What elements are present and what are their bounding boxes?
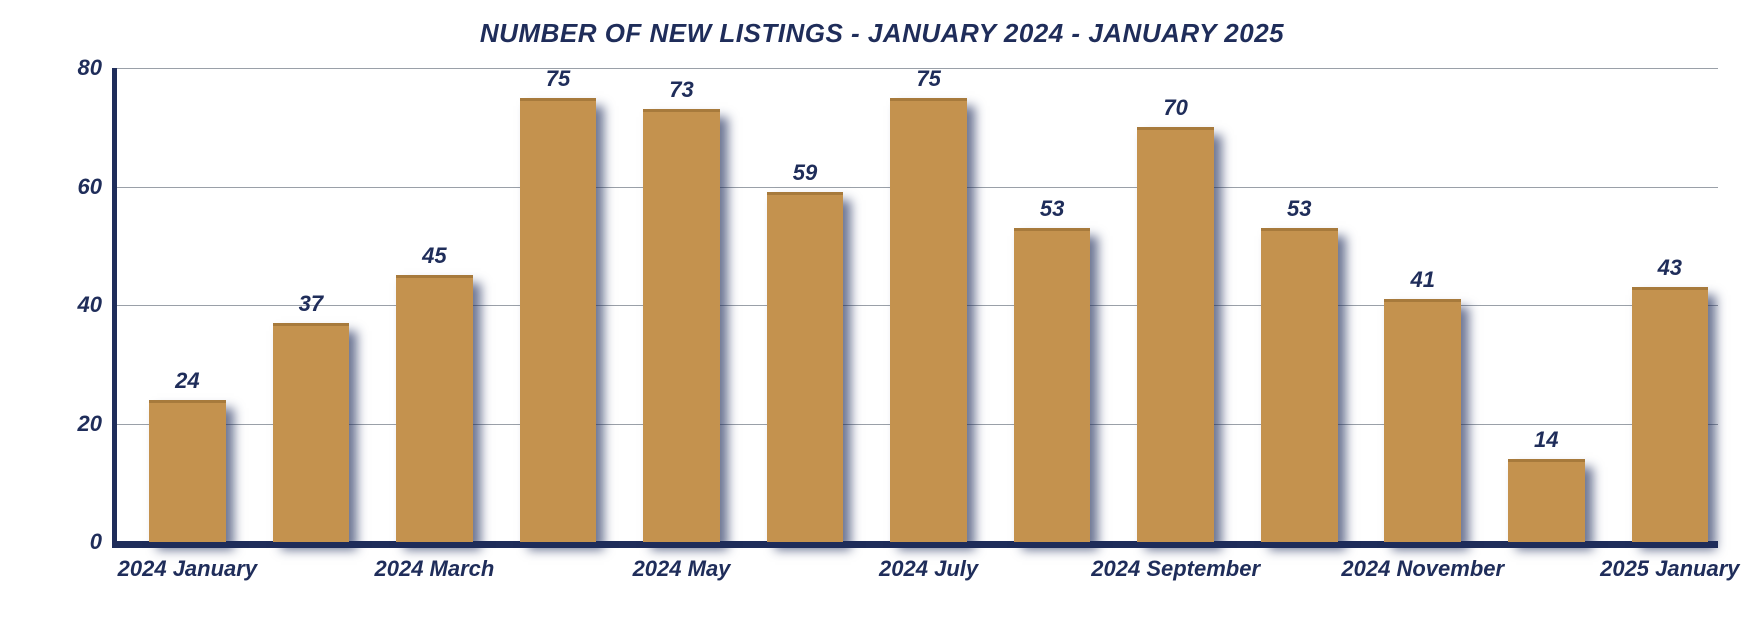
bar [520,98,597,542]
bar [396,275,473,542]
bar [149,400,226,542]
bar [890,98,967,542]
bar-value-label: 14 [1488,427,1605,453]
chart-title: NUMBER OF NEW LISTINGS - JANUARY 2024 - … [0,18,1764,49]
bar [273,323,350,542]
bar-cap [520,98,597,101]
bar [1014,228,1091,542]
y-tick-label: 60 [52,174,102,200]
bar [1261,228,1338,542]
bar [643,109,720,542]
bar-value-label: 73 [623,77,740,103]
bar-value-label: 59 [747,160,864,186]
chart-container: NUMBER OF NEW LISTINGS - JANUARY 2024 - … [0,0,1764,628]
bar-cap [643,109,720,112]
y-axis-line [112,68,117,542]
bar-value-label: 75 [870,66,987,92]
bar-cap [149,400,226,403]
y-tick-label: 80 [52,55,102,81]
plot-area: 020406080243745757359755370534114432024 … [112,68,1718,542]
bar-value-label: 43 [1612,255,1729,281]
y-tick-label: 40 [52,292,102,318]
bar [1632,287,1709,542]
y-tick-label: 0 [52,529,102,555]
y-tick-label: 20 [52,411,102,437]
bar-cap [1014,228,1091,231]
bar-cap [767,192,844,195]
bar-cap [273,323,350,326]
bar-cap [1261,228,1338,231]
x-tick-label: 2024 September [1046,556,1306,582]
bar-value-label: 37 [253,291,370,317]
bar [1384,299,1461,542]
x-tick-label: 2024 July [799,556,1059,582]
bar-value-label: 70 [1117,95,1234,121]
bar-cap [1137,127,1214,130]
bar-value-label: 53 [1241,196,1358,222]
bar-cap [1632,287,1709,290]
bar [1508,459,1585,542]
bar-value-label: 45 [376,243,493,269]
x-tick-label: 2025 January [1540,556,1764,582]
bar-cap [890,98,967,101]
bar-value-label: 24 [129,368,246,394]
bar-cap [396,275,473,278]
x-tick-label: 2024 November [1293,556,1553,582]
x-tick-label: 2024 May [552,556,812,582]
bar-value-label: 75 [500,66,617,92]
bar [1137,127,1214,542]
x-tick-label: 2024 March [304,556,564,582]
bar-value-label: 41 [1364,267,1481,293]
bar-cap [1508,459,1585,462]
x-axis-line [112,541,1718,548]
x-tick-label: 2024 January [57,556,317,582]
bar-cap [1384,299,1461,302]
bar-value-label: 53 [994,196,1111,222]
bar [767,192,844,542]
